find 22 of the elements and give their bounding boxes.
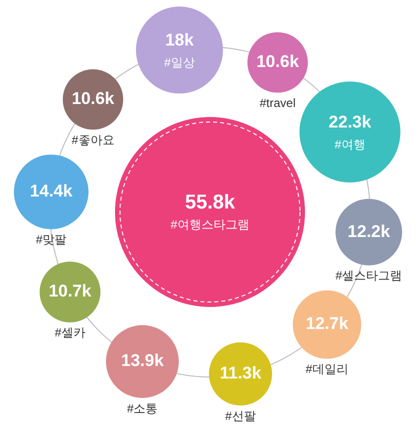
- category-label: #맞팔: [36, 232, 67, 247]
- category-label: #셀카: [54, 326, 86, 340]
- category-label: #여행스타그램: [170, 217, 250, 232]
- category-label: #데일리: [306, 362, 348, 376]
- data-label: 11.3k: [220, 364, 262, 383]
- data-label: 12.7k: [306, 314, 349, 334]
- data-label: 14.4k: [30, 182, 74, 201]
- category-label: #좋아요: [72, 132, 114, 147]
- data-label: 10.6k: [256, 52, 300, 72]
- data-label: 18k: [165, 30, 194, 50]
- data-label: 10.6k: [72, 89, 115, 108]
- category-label: #여행: [334, 137, 366, 152]
- category-label: #travel: [260, 96, 296, 110]
- category-label: #일상: [164, 55, 195, 70]
- data-label: 22.3k: [328, 112, 372, 132]
- data-label: 13.9k: [121, 351, 164, 370]
- data-label: 55.8k: [184, 192, 236, 214]
- data-label: 10.7k: [48, 282, 92, 301]
- category-label: #셀스타그램: [335, 268, 402, 283]
- category-label: #소통: [127, 401, 158, 416]
- data-label: 12.2k: [348, 222, 391, 241]
- category-label: #선팔: [225, 408, 256, 423]
